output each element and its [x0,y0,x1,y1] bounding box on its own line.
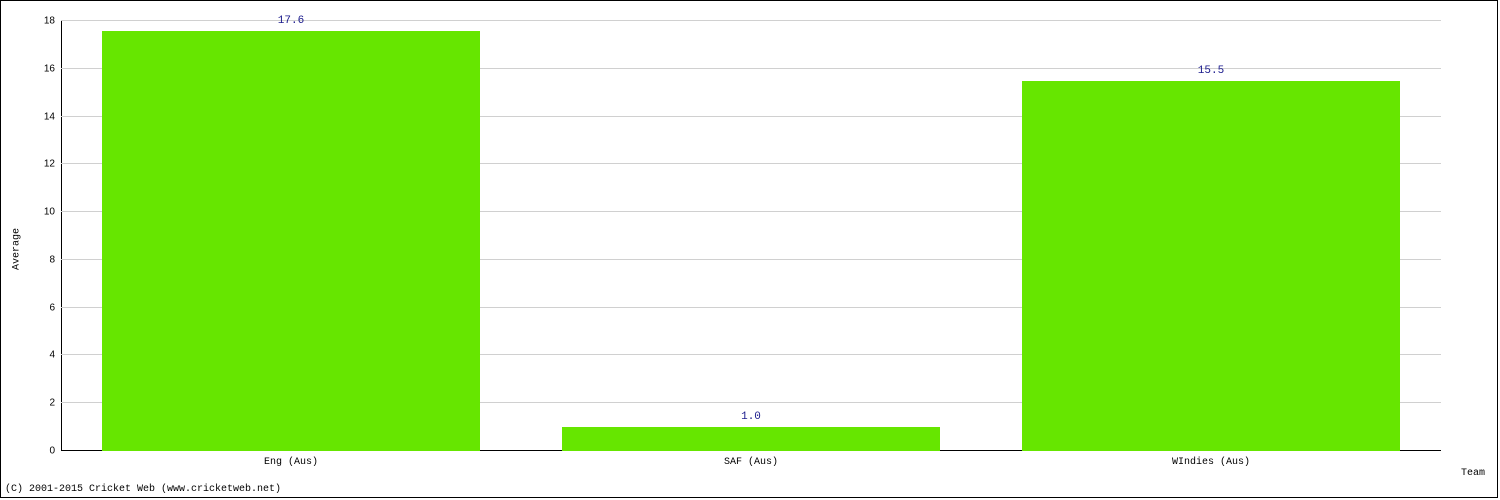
bar-value-label: 1.0 [741,411,761,423]
footer-copyright: (C) 2001-2015 Cricket Web (www.cricketwe… [5,484,281,495]
bar-value-label: 17.6 [278,15,304,27]
y-tick-label: 12 [44,159,55,170]
y-tick-label: 4 [49,350,55,361]
y-tick-label: 6 [49,302,55,313]
y-tick-label: 14 [44,111,55,122]
bar-value-label: 15.5 [1198,65,1224,77]
y-tick-label: 2 [49,398,55,409]
y-tick-label: 18 [44,16,55,27]
y-axis-title: Average [12,228,23,270]
y-axis-line [61,21,62,451]
y-tick-label: 16 [44,63,55,74]
x-tick-label: SAF (Aus) [724,457,778,468]
bar [1022,81,1399,451]
x-axis-title: Team [1461,468,1485,479]
x-tick-label: Eng (Aus) [264,457,318,468]
y-tick-label: 0 [49,446,55,457]
bar [102,31,479,451]
y-tick-label: 10 [44,207,55,218]
plot-area: 02468101214161817.6Eng (Aus)1.0SAF (Aus)… [61,21,1441,451]
x-tick-label: WIndies (Aus) [1172,457,1250,468]
gridline [61,20,1441,21]
y-tick-label: 8 [49,254,55,265]
chart-frame: Average 02468101214161817.6Eng (Aus)1.0S… [0,0,1498,498]
bar [562,427,939,451]
